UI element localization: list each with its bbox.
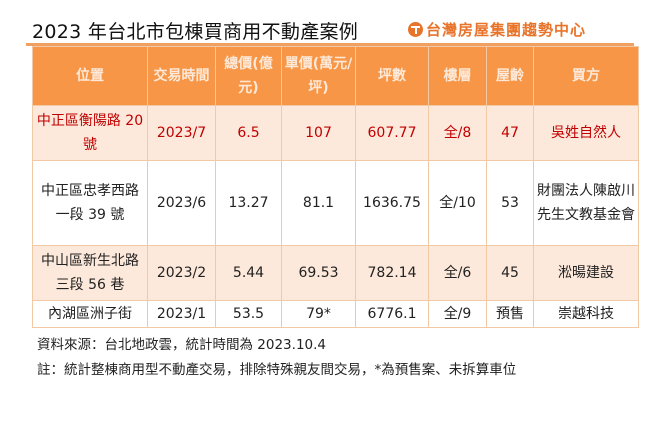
transaction-table: 位置 交易時間 總價(億元) 單價(萬元/坪) 坪數 樓層 屋齡 買方 中正區衡… (32, 46, 639, 328)
footnotes: 資料來源：台北地政雲，統計時間為 2023.10.4 註：統計整棟商用型不動產交… (37, 333, 597, 383)
cell-area: 1636.75 (355, 160, 429, 246)
cell-unit-price: 81.1 (281, 160, 356, 246)
cell-buyer: 淞暘建設 (533, 245, 639, 301)
table-header-row: 位置 交易時間 總價(億元) 單價(萬元/坪) 坪數 樓層 屋齡 買方 (32, 46, 639, 106)
cell-date: 2023/7 (147, 105, 216, 161)
table-row: 中正區忠孝西路一段 39 號 2023/6 13.27 81.1 1636.75… (32, 160, 639, 246)
cell-unit-price: 79* (281, 300, 356, 328)
cell-total-price: 6.5 (215, 105, 282, 161)
cell-buyer: 崇越科技 (533, 300, 639, 328)
page-title: 2023 年台北市包棟買商用不動產案例 (32, 21, 359, 43)
cell-floor: 全/10 (428, 160, 487, 246)
table-row: 中山區新生北路三段 56 巷 2023/2 5.44 69.53 782.14 … (32, 245, 639, 301)
cell-date: 2023/2 (147, 245, 216, 301)
cell-location: 中正區衡陽路 20 號 (32, 105, 148, 161)
column-header-buyer: 買方 (533, 46, 639, 106)
column-header-location: 位置 (32, 46, 148, 106)
cell-age: 53 (486, 160, 534, 246)
cell-area: 6776.1 (355, 300, 429, 328)
cell-total-price: 5.44 (215, 245, 282, 301)
source-note: 資料來源：台北地政雲，統計時間為 2023.10.4 (37, 337, 326, 353)
table-row: 內湖區洲子街 2023/1 53.5 79* 6776.1 全/9 預售 崇越科… (32, 300, 639, 328)
column-header-total-price: 總價(億元) (215, 46, 282, 106)
cell-floor: 全/6 (428, 245, 487, 301)
cell-location: 內湖區洲子街 (32, 300, 148, 328)
cell-date: 2023/1 (147, 300, 216, 328)
column-header-floor: 樓層 (428, 46, 487, 106)
column-header-area: 坪數 (355, 46, 429, 106)
cell-location: 中正區忠孝西路一段 39 號 (32, 160, 148, 246)
title-divider (26, 43, 634, 46)
column-header-date: 交易時間 (147, 46, 216, 106)
cell-unit-price: 107 (281, 105, 356, 161)
cell-total-price: 53.5 (215, 300, 282, 328)
cell-buyer: 財團法人陳啟川先生文教基金會 (533, 160, 639, 246)
remark-note: 註：統計整棟商用型不動產交易，排除特殊親友間交易，*為預售案、未拆算車位 (37, 362, 517, 378)
table-row: 中正區衡陽路 20 號 2023/7 6.5 107 607.77 全/8 47… (32, 105, 639, 161)
cell-unit-price: 69.53 (281, 245, 356, 301)
brand-logo: 台灣房屋集團趨勢中心 (408, 19, 586, 40)
cell-location: 中山區新生北路三段 56 巷 (32, 245, 148, 301)
cell-floor: 全/9 (428, 300, 487, 328)
column-header-unit-price: 單價(萬元/坪) (281, 46, 356, 106)
logo-icon (408, 22, 423, 37)
cell-buyer: 吳姓自然人 (533, 105, 639, 161)
cell-date: 2023/6 (147, 160, 216, 246)
cell-total-price: 13.27 (215, 160, 282, 246)
cell-age: 預售 (486, 300, 534, 328)
cell-area: 782.14 (355, 245, 429, 301)
cell-age: 47 (486, 105, 534, 161)
cell-floor: 全/8 (428, 105, 487, 161)
column-header-age: 屋齡 (486, 46, 534, 106)
cell-area: 607.77 (355, 105, 429, 161)
cell-age: 45 (486, 245, 534, 301)
logo-text: 台灣房屋集團趨勢中心 (426, 21, 587, 39)
